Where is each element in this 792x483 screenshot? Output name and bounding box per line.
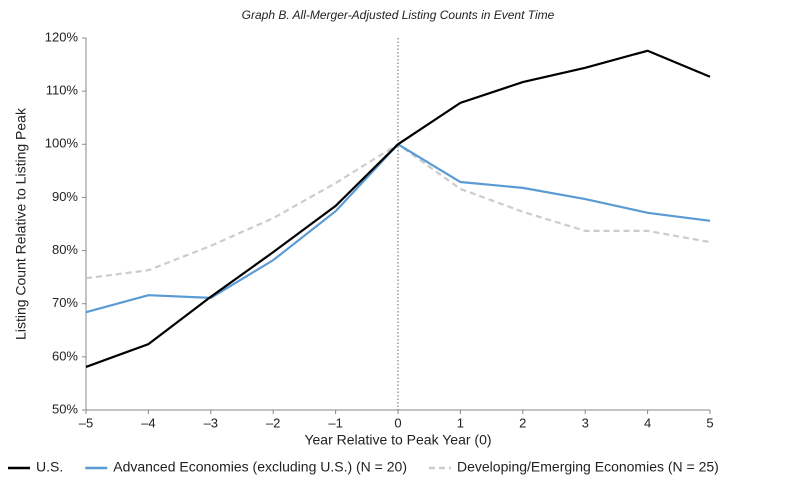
x-axis-label: Year Relative to Peak Year (0) xyxy=(304,432,491,448)
series-line xyxy=(85,49,711,368)
x-tick-label: –3 xyxy=(204,415,218,430)
x-tick-label: 0 xyxy=(394,415,401,430)
y-tick-label: 60% xyxy=(52,348,78,363)
chart-title: Graph B. All-Merger-Adjusted Listing Cou… xyxy=(242,8,555,22)
legend-label: U.S. xyxy=(36,459,63,475)
y-tick-label: 110% xyxy=(46,83,79,98)
x-tick-label: 2 xyxy=(519,415,526,430)
y-tick-label: 80% xyxy=(52,242,78,257)
y-tick-label: 100% xyxy=(45,136,79,151)
legend-label: Advanced Economies (excluding U.S.) (N =… xyxy=(113,459,407,475)
y-tick-label: 70% xyxy=(52,295,78,310)
x-tick-label: 5 xyxy=(706,415,713,430)
legend: U.S. Advanced Economies (excluding U.S.) … xyxy=(8,459,719,475)
y-tick-label: 50% xyxy=(52,401,78,416)
y-tick-label: 90% xyxy=(52,189,78,204)
x-tick-label: –1 xyxy=(328,415,342,430)
x-tick-label: 1 xyxy=(457,415,464,430)
x-tick-label: 3 xyxy=(582,415,589,430)
y-axis-label: Listing Count Relative to Listing Peak xyxy=(13,107,29,340)
x-tick-label: –2 xyxy=(266,415,280,430)
x-tick-label: –4 xyxy=(141,415,155,430)
x-tick-label: 4 xyxy=(644,415,651,430)
y-tick-label: 120% xyxy=(45,29,79,44)
legend-label: Developing/Emerging Economies (N = 25) xyxy=(457,459,719,475)
x-tick-label: –5 xyxy=(79,415,93,430)
